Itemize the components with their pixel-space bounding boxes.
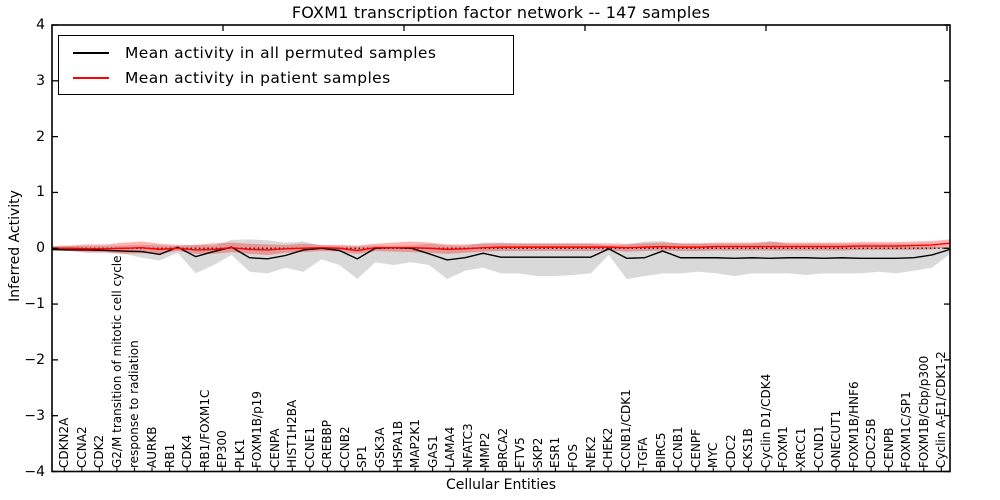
x-tick-label: CENPB xyxy=(881,427,896,468)
x-tick-label: SP1 xyxy=(355,445,370,469)
legend: Mean activity in all permuted samples Me… xyxy=(58,35,514,95)
x-tick-label: FOXM1B/HNF6 xyxy=(846,381,861,468)
x-tick-label: NEK2 xyxy=(583,435,598,468)
x-tick-label: XRCC1 xyxy=(793,427,808,468)
x-tick-label: EP300 xyxy=(215,430,230,468)
x-tick-label: CENPA xyxy=(267,428,282,468)
x-tick-label: CENPF xyxy=(688,428,703,468)
x-tick-label: MYC xyxy=(706,442,721,468)
x-tick-label: SKP2 xyxy=(530,437,545,468)
legend-line-black xyxy=(73,51,109,54)
chart-title: FOXM1 transcription factor network -- 14… xyxy=(291,3,711,22)
x-tick-label: FOS xyxy=(565,444,580,468)
x-tick-label: LAMA4 xyxy=(443,426,458,468)
x-tick-label: CCNE1 xyxy=(302,427,317,468)
x-tick-label: BIRC5 xyxy=(653,432,668,468)
x-tick-label: ETV5 xyxy=(513,437,528,468)
legend-label: Mean activity in all permuted samples xyxy=(125,43,437,62)
x-tick-label: Cyclin D1/CDK4 xyxy=(758,373,773,468)
x-tick-label: CDKN2A xyxy=(57,417,72,468)
x-tick-label: CCND1 xyxy=(811,425,826,468)
x-tick-label: BRCA2 xyxy=(495,427,510,468)
x-tick-label: FOXM1 xyxy=(776,426,791,468)
x-tick-label: CKS1B xyxy=(741,428,756,468)
x-tick-label: CDK4 xyxy=(180,434,195,468)
y-tick-label: 1 xyxy=(36,184,45,201)
legend-item-permuted: Mean activity in all permuted samples xyxy=(59,44,513,62)
x-tick-label: response to radiation xyxy=(127,340,142,468)
x-tick-label: CREBBP xyxy=(320,420,335,468)
x-tick-label: CDC2 xyxy=(723,434,738,468)
x-tick-label: CCNB1/CDK1 xyxy=(618,389,633,468)
x-tick-label: CCNB2 xyxy=(337,426,352,468)
y-tick-label: −3 xyxy=(24,407,45,424)
y-axis-title: Inferred Activity xyxy=(7,190,23,302)
x-tick-label: FOXM1B/p19 xyxy=(250,391,265,468)
x-tick-label: CCNA2 xyxy=(74,426,89,468)
x-tick-label: RB1/FOXM1C xyxy=(197,389,212,468)
legend-label: Mean activity in patient samples xyxy=(125,68,391,87)
y-tick-label: −1 xyxy=(24,296,45,313)
x-tick-label: FOXM1B/Cbp/p300 xyxy=(916,355,931,468)
x-tick-label: AURKB xyxy=(145,426,159,468)
x-tick-label: RB1 xyxy=(162,443,177,468)
legend-line-red xyxy=(73,76,109,79)
x-tick-label: G2/M transition of mitotic cell cycle xyxy=(109,255,124,468)
x-tick-label: PLK1 xyxy=(232,438,247,468)
y-tick-label: 0 xyxy=(36,240,45,257)
y-tick-label: 4 xyxy=(36,17,45,33)
y-tick-label: −2 xyxy=(24,351,45,368)
x-tick-label: CCNB1 xyxy=(671,426,686,468)
legend-item-patient: Mean activity in patient samples xyxy=(59,69,513,87)
x-tick-label: CDK2 xyxy=(92,434,107,468)
x-tick-label: CHEK2 xyxy=(601,427,616,469)
y-tick-label: 3 xyxy=(36,72,45,89)
x-tick-label: HSPA1B xyxy=(390,420,405,468)
x-tick-label: GSK3A xyxy=(373,427,388,468)
permuted-mean-line xyxy=(51,246,951,261)
x-tick-label: NFATC3 xyxy=(460,423,475,468)
x-tick-label: CDC25B xyxy=(864,418,879,469)
y-tick-label: −4 xyxy=(24,463,45,480)
x-axis-title: Cellular Entities xyxy=(445,477,557,493)
x-tick-label: MAP2K1 xyxy=(408,419,423,468)
x-tick-label: GAS1 xyxy=(425,435,440,468)
x-tick-label: FOXM1C/SP1 xyxy=(899,391,914,468)
x-tick-label: Cyclin A-E1/CDK1-2 xyxy=(934,351,949,468)
y-tick-label: 2 xyxy=(36,128,45,145)
x-tick-label: MMP2 xyxy=(478,432,493,468)
x-tick-label: HIST1H2BA xyxy=(285,399,300,468)
x-tick-label: TGFA xyxy=(636,437,651,468)
x-tick-label: ESR1 xyxy=(548,436,563,468)
patient-mean-line xyxy=(52,242,951,252)
x-tick-label: ONECUT1 xyxy=(829,409,844,468)
